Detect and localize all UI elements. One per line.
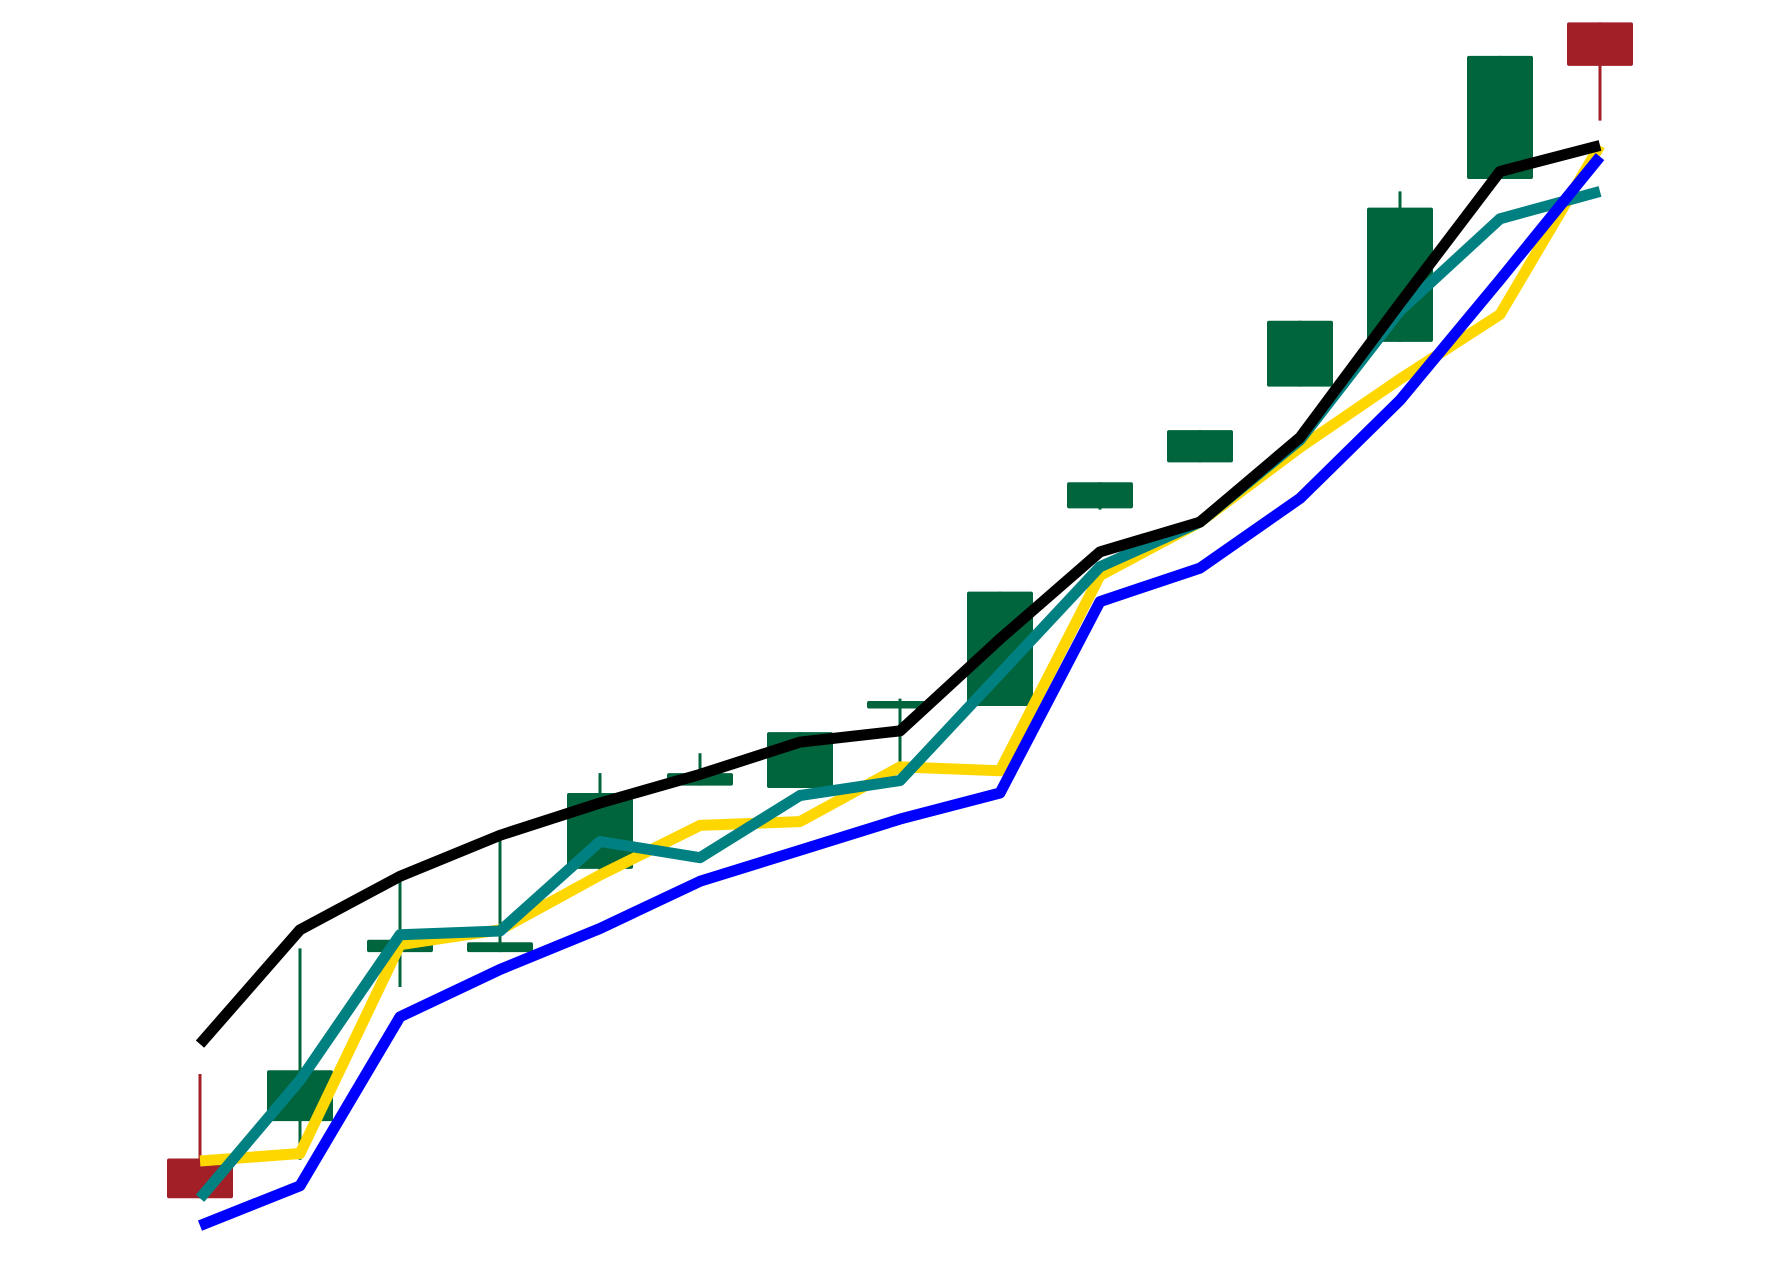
- candle-body-0: [167, 1158, 233, 1199]
- candle-body-13: [1467, 55, 1533, 179]
- series-line-0: [195, 140, 1602, 1048]
- series-line-3: [197, 153, 1605, 1231]
- series-line-1: [195, 186, 1602, 1202]
- candle-body-7: [867, 701, 933, 709]
- candle-body-9: [1067, 482, 1133, 509]
- candle-body-14: [1567, 22, 1633, 66]
- candle-body-11: [1267, 320, 1333, 387]
- candle-body-10: [1167, 430, 1233, 463]
- candle-body-12: [1367, 207, 1433, 342]
- lines-layer: [195, 140, 1605, 1231]
- candles-layer: [167, 22, 1633, 1199]
- series-line-2: [199, 142, 1605, 1167]
- candle-body-3: [467, 942, 533, 953]
